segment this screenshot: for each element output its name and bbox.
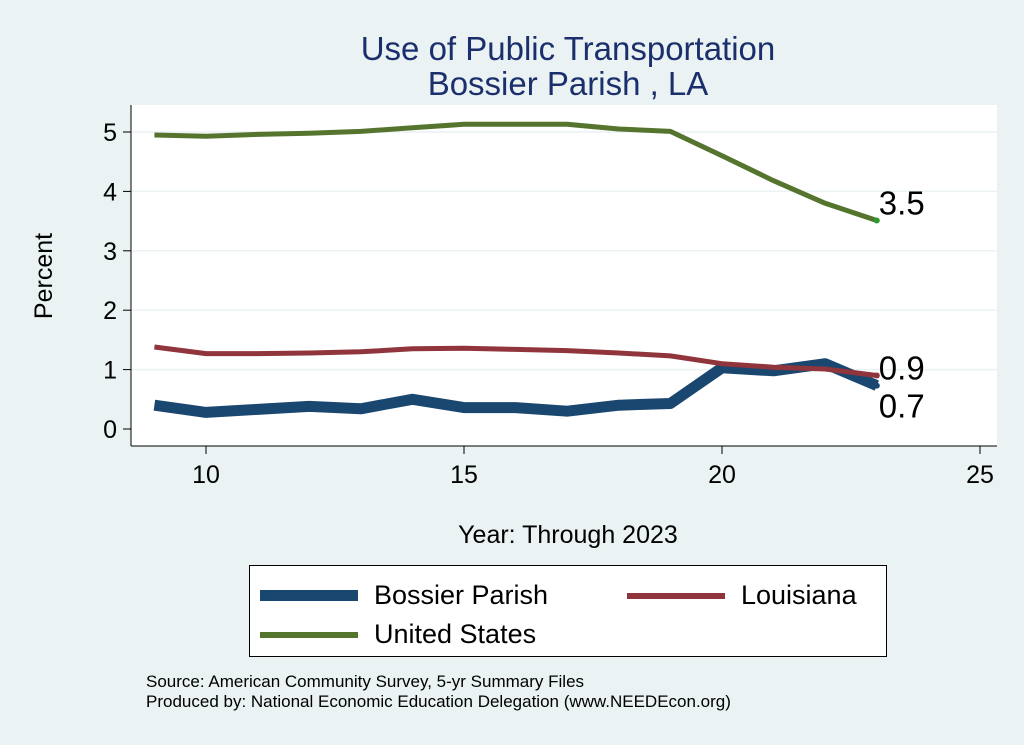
series-line-bossier-parish — [153, 358, 879, 418]
x-tick-label: 10 — [192, 461, 220, 489]
legend-item-united-states: United States — [260, 619, 536, 650]
produced-line: Produced by: National Economic Education… — [146, 692, 731, 711]
legend-label: Louisiana — [741, 580, 857, 610]
y-tick-label: 4 — [103, 178, 117, 206]
legend-swatch — [260, 631, 358, 638]
y-tick-label: 1 — [103, 357, 117, 385]
end-labels: 3.5 0.90.7 — [873, 185, 925, 425]
end-marker — [873, 382, 880, 389]
y-tick-label: 0 — [103, 416, 117, 444]
end-label: 3.5 — [879, 185, 925, 222]
legend-label: United States — [374, 619, 537, 649]
end-marker — [873, 372, 880, 379]
x-tick-label: 15 — [450, 461, 478, 489]
chart-title: Use of Public Transportation — [361, 30, 776, 67]
chart-subtitle: Bossier Parish , LA — [428, 65, 709, 102]
source-line: Source: American Community Survey, 5-yr … — [146, 672, 585, 691]
x-axis-label: Year: Through 2023 — [458, 521, 678, 549]
x-tick-label: 20 — [708, 461, 736, 489]
end-label: 0.9 — [879, 350, 925, 387]
series-line-louisiana — [154, 344, 878, 378]
legend-label: Bossier Parish — [374, 580, 549, 610]
legend-swatch — [260, 590, 358, 601]
y-tick-label: 2 — [103, 297, 117, 325]
y-axis: 0 1 2 3 4 5 — [103, 105, 132, 446]
y-tick-label: 3 — [103, 238, 117, 266]
legend-item-bossier-parish: Bossier Parish — [260, 580, 548, 611]
x-tick-label: 25 — [966, 461, 994, 489]
y-axis-label: Percent — [30, 233, 58, 319]
y-tick-label: 5 — [103, 119, 117, 147]
x-axis: 10 15 20 25 — [131, 445, 997, 489]
source-note: Source: American Community Survey, 5-yr … — [146, 672, 731, 712]
legend: Bossier Parish Louisiana United States — [249, 565, 887, 657]
plot-area — [131, 105, 997, 446]
legend-item-louisiana: Louisiana — [627, 580, 857, 611]
legend-swatch — [627, 592, 725, 599]
series-lines — [153, 121, 879, 418]
series-line-united-states — [154, 121, 878, 223]
end-marker — [873, 217, 880, 224]
end-label: 0.7 — [879, 388, 925, 425]
